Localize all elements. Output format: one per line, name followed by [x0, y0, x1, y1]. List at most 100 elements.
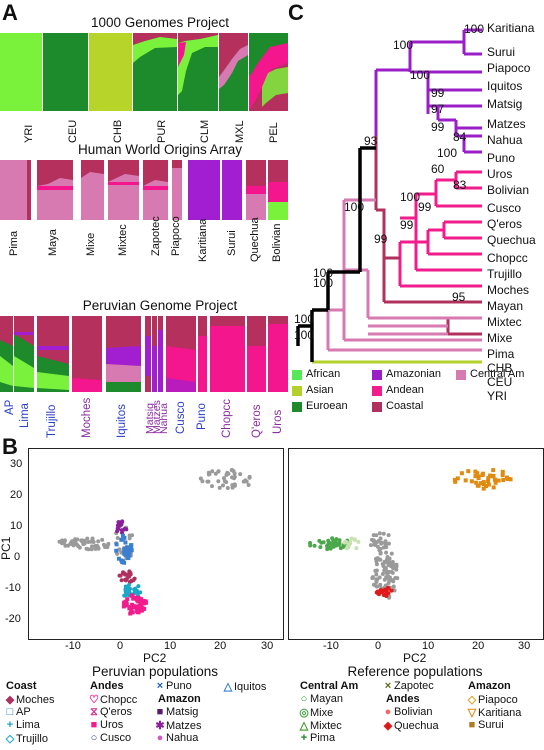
hwoa-admixture-svg: [0, 160, 288, 220]
tree-leaf-label: Mayan: [487, 299, 524, 313]
legend-matzes: ✱Matzes: [155, 720, 202, 732]
pca-point-andes: [125, 597, 130, 602]
legend-ref-amazon-head: Amazon: [468, 680, 511, 692]
tree-leaf-label: Karitiana: [487, 21, 535, 35]
pca-point-andes: [128, 611, 133, 616]
bootstrap-value: 99: [418, 200, 432, 214]
pca-point-peruvian: [386, 581, 391, 586]
hwoa-title: Human World Origins Array: [77, 142, 243, 157]
legend-zapotec: × Zapotec: [382, 680, 434, 692]
pca-point-peruvian: [374, 562, 379, 567]
pca-point-peruvian: [376, 538, 381, 543]
pca-point-central-light: [342, 540, 347, 545]
ytick-m20: -20: [5, 613, 21, 625]
bootstrap-value: 100: [294, 328, 315, 342]
pima-marker-icon: +: [300, 732, 308, 744]
legend-central-head: Central Am: [300, 680, 359, 692]
legend-uros: ■ Uros: [88, 719, 124, 731]
pca-point-amazon: [122, 526, 127, 531]
xtick-left-30: 30: [261, 640, 274, 652]
pca-point-amazon-ref: [480, 473, 485, 478]
pca-point-coast: [123, 540, 128, 545]
legend-surui: ■ Surui: [466, 719, 504, 731]
clm-coastal: [178, 33, 218, 43]
legend-asian-swatch: [292, 386, 302, 396]
pca-point-amazon-ref: [474, 480, 479, 485]
tree-leaf-label: Pima: [487, 347, 515, 361]
pca-point-central: [318, 545, 323, 550]
pca-left-xlabel: PC2: [143, 651, 167, 665]
pca-point-coast: [122, 548, 127, 553]
pca-point-coast: [114, 542, 119, 547]
reference-legend: Central Am ○ Mayan ◎Mixe △ Mixtec + Pima × Z…: [296, 680, 544, 750]
legend-ap: □ AP: [4, 706, 31, 718]
pca-point-reference: [100, 537, 105, 542]
tree-leaf-label: Piapoco: [487, 61, 531, 75]
legend-mixtec: △ Mixtec: [299, 720, 342, 732]
mixtec-marker-icon: △: [299, 720, 309, 732]
bootstrap-value: 100: [437, 146, 458, 160]
pca-point-central: [319, 540, 324, 545]
pca-point-trujillo: [127, 586, 132, 591]
pca-point-peruvian: [382, 560, 387, 565]
pca-point-reference: [130, 533, 135, 538]
tree-leaf-label: Trujillo: [487, 267, 522, 281]
g1000-title: 1000 Genomes Project: [90, 15, 230, 30]
pca-point-coast: [126, 550, 131, 555]
lima-marker-icon: +: [6, 719, 14, 731]
bootstrap-value: 60: [431, 162, 445, 176]
bootstrap-value: 100: [313, 266, 334, 280]
pca-point-trujillo: [127, 582, 132, 587]
pca-point-trujillo: [123, 591, 128, 596]
legend-african: African: [306, 368, 341, 380]
pca-point-amazon-ref: [473, 474, 478, 479]
pca-point-amazon-ref: [486, 482, 491, 487]
hwoa-label-pima: Pima: [8, 230, 20, 256]
puno-marker-icon: ×: [156, 680, 164, 692]
pca-point-amazon-ref: [453, 479, 458, 484]
pca-point-amazon-ref: [500, 473, 505, 478]
pca-point-reference: [200, 479, 205, 484]
pca-point-moches: [120, 571, 125, 576]
legend-qeros: ⧖ Q'eros: [88, 706, 132, 719]
pca-point-moches: [127, 573, 132, 578]
pca-point-central-light: [352, 537, 357, 542]
pca-point-reference: [62, 538, 67, 543]
pca-point-quechua: [378, 588, 383, 593]
pca-point-peruvian: [387, 575, 392, 580]
pca-point-amazon-ref: [491, 473, 496, 478]
pca-point-trujillo: [123, 587, 128, 592]
tree-legend: African Amazonian Central Am Asian Andea…: [292, 368, 542, 418]
pima-bar: [0, 160, 31, 220]
pca-point-central: [332, 539, 337, 544]
pca-point-peruvian: [372, 542, 377, 547]
central-american-branches: [326, 198, 482, 352]
g1000-label-clm: CLM: [199, 119, 211, 143]
chopcc-marker-icon: ♡: [89, 694, 99, 706]
legend-amazon-head: Amazon: [158, 693, 201, 705]
hwoa-label-surui: Surui: [226, 230, 238, 256]
legend-pima: + Pima: [298, 732, 335, 744]
pca-point-central: [326, 538, 331, 543]
legend-mixe: ◎Mixe: [299, 707, 334, 719]
pca-point-peruvian: [371, 539, 376, 544]
pca-point-quechua: [386, 586, 391, 591]
pca-point-andes: [129, 609, 134, 614]
cusco-marker-icon: ○: [90, 732, 98, 744]
pca-point-coast: [128, 543, 133, 548]
yri-bar: [0, 33, 42, 111]
pca-reference-plot: [288, 448, 544, 640]
pca-point-andes: [124, 602, 129, 607]
pca-point-reference: [216, 479, 221, 484]
legend-nahua: ● Nahua: [154, 732, 199, 744]
bootstrap-value: 99: [431, 86, 445, 100]
legend-coast-head: Coast: [6, 680, 37, 692]
mayan-marker-icon: ○: [300, 693, 308, 705]
pca-point-reference: [207, 472, 212, 477]
ytick-10: 10: [10, 520, 23, 532]
surui-marker-icon: ■: [468, 719, 476, 731]
pca-point-amazon-ref: [481, 486, 486, 491]
pel-european: [249, 33, 288, 77]
mixe-marker-icon: ◎: [299, 707, 309, 719]
pca-point-andes: [144, 600, 149, 605]
